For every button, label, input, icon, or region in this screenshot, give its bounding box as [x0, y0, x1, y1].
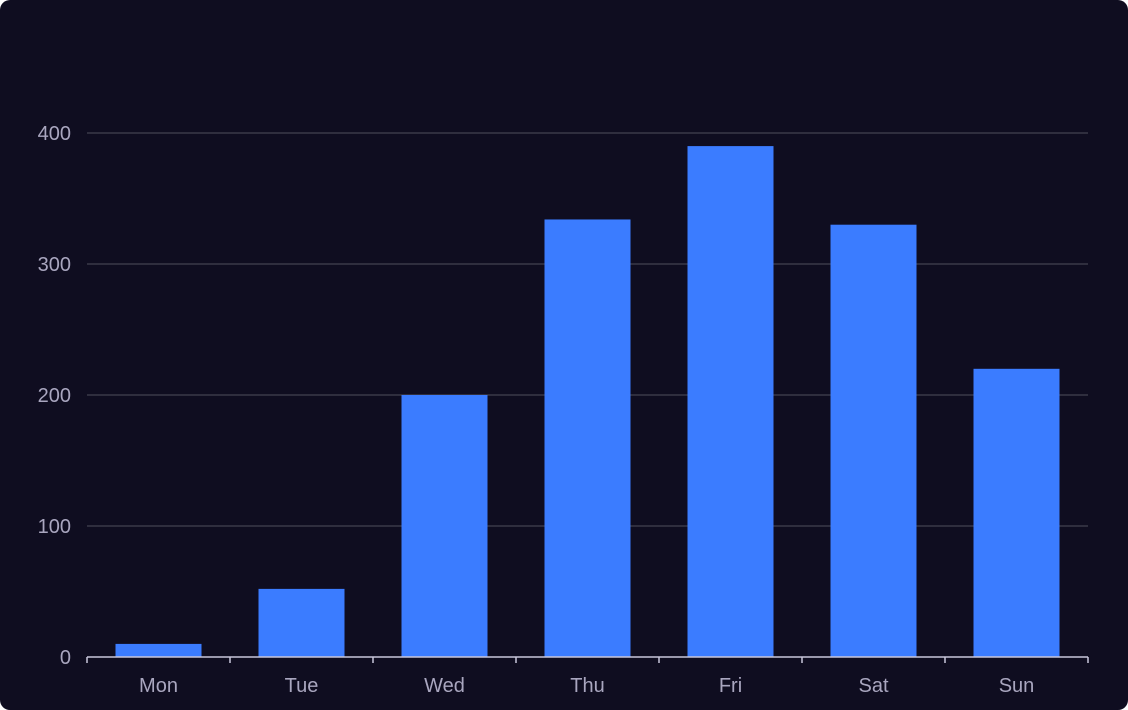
x-axis	[86, 656, 1089, 663]
y-tick-label: 400	[38, 123, 71, 145]
bar-sat	[830, 224, 917, 657]
bar-mon	[115, 643, 202, 657]
x-tick-label: Sat	[858, 675, 888, 697]
y-tick-label: 0	[60, 647, 71, 669]
bar-fri	[687, 146, 774, 657]
x-tick-label: Thu	[570, 675, 604, 697]
y-tick-label: 300	[38, 254, 71, 276]
x-tick-label: Tue	[285, 675, 319, 697]
y-axis-ticks: 0 100 200 300 400	[38, 123, 71, 669]
bars	[115, 146, 1060, 657]
y-tick-label: 200	[38, 385, 71, 407]
x-tick-label: Fri	[719, 675, 742, 697]
bar-tue	[258, 588, 345, 657]
x-axis-ticks: Mon Tue Wed Thu Fri Sat Sun	[139, 675, 1034, 697]
x-tick-label: Sun	[999, 675, 1035, 697]
bar-wed	[401, 395, 488, 657]
x-tick-label: Wed	[424, 675, 465, 697]
x-tick-label: Mon	[139, 675, 178, 697]
bar-thu	[544, 219, 631, 657]
bar-sun	[973, 368, 1060, 657]
y-tick-label: 100	[38, 516, 71, 538]
